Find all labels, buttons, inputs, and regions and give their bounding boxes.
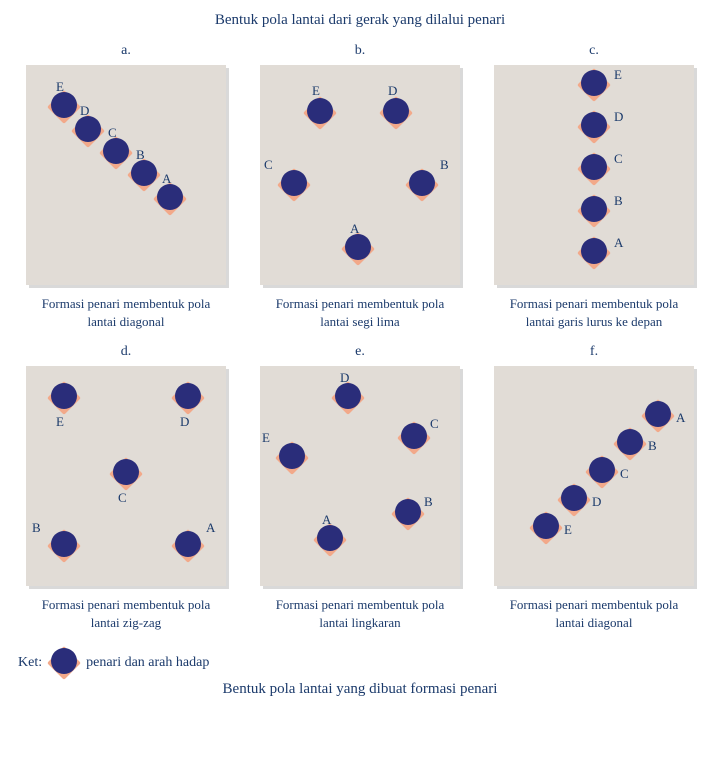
dancer-label: B bbox=[136, 147, 145, 163]
dancer-marker bbox=[644, 402, 672, 430]
dancer-label: B bbox=[424, 494, 433, 510]
formation-panel: E D C B A bbox=[494, 65, 694, 285]
panel-letter: a. bbox=[121, 43, 131, 59]
dancer-marker bbox=[532, 514, 560, 542]
dancer-label: A bbox=[676, 410, 685, 426]
dancer-label: C bbox=[118, 490, 127, 506]
dancer-marker bbox=[174, 532, 202, 560]
legend-dancer-icon bbox=[50, 649, 78, 677]
panel-caption: Formasi penari membentuk pola lantai zig… bbox=[26, 596, 226, 631]
footer-title: Bentuk pola lantai yang dibuat formasi p… bbox=[18, 681, 702, 698]
dancer-label: D bbox=[180, 414, 189, 430]
dancer-label: C bbox=[264, 157, 273, 173]
panel-letter: d. bbox=[121, 344, 132, 360]
dancer-label: C bbox=[108, 125, 117, 141]
panel-letter: e. bbox=[355, 344, 365, 360]
dancer-label: E bbox=[564, 522, 572, 538]
dancer-marker bbox=[560, 486, 588, 514]
dancer-marker bbox=[344, 235, 372, 263]
formation-panel: D C E B A bbox=[260, 366, 460, 586]
dancer-label: B bbox=[614, 193, 623, 209]
page-title: Bentuk pola lantai dari gerak yang dilal… bbox=[18, 12, 702, 29]
dancer-label: C bbox=[614, 151, 623, 167]
dancer-marker bbox=[278, 444, 306, 472]
panel-cell: e. D C E B A Formasi penari membentuk pola lan… bbox=[252, 344, 468, 631]
formation-panel: ED C B A bbox=[26, 65, 226, 285]
panel-caption: Formasi penari membentuk pola lantai dia… bbox=[494, 596, 694, 631]
dancer-label: E bbox=[614, 67, 622, 83]
dancer-marker bbox=[580, 113, 608, 141]
dancer-label: C bbox=[620, 466, 629, 482]
panel-letter: f. bbox=[590, 344, 598, 360]
dancer-marker bbox=[616, 430, 644, 458]
dancer-label: A bbox=[350, 221, 359, 237]
panel-letter: c. bbox=[589, 43, 599, 59]
legend-prefix: Ket: bbox=[18, 655, 42, 671]
dancer-marker bbox=[316, 526, 344, 554]
dancer-marker bbox=[394, 500, 422, 528]
dancer-marker bbox=[408, 171, 436, 199]
dancer-label: D bbox=[80, 103, 89, 119]
panel-grid: a.EDCBAFormasi penari membentuk pola lan… bbox=[18, 43, 702, 631]
formation-panel: A B C D E bbox=[494, 366, 694, 586]
dancer-marker bbox=[306, 99, 334, 127]
dancer-label: D bbox=[614, 109, 623, 125]
dancer-label: A bbox=[322, 512, 331, 528]
panel-caption: Formasi penari membentuk pola lantai dia… bbox=[26, 295, 226, 330]
dancer-label: D bbox=[340, 370, 349, 386]
dancer-label: E bbox=[56, 79, 64, 95]
dancer-label: D bbox=[592, 494, 601, 510]
dancer-marker bbox=[580, 239, 608, 267]
dancer-label: E bbox=[312, 83, 320, 99]
dancer-label: B bbox=[648, 438, 657, 454]
dancer-marker bbox=[588, 458, 616, 486]
legend: Ket: penari dan arah hadap Bentuk pola l… bbox=[18, 649, 702, 698]
dancer-marker bbox=[102, 139, 130, 167]
dancer-label: A bbox=[206, 520, 215, 536]
dancer-label: E bbox=[262, 430, 270, 446]
formation-panel: E D C B A bbox=[260, 65, 460, 285]
dancer-label: C bbox=[430, 416, 439, 432]
dancer-label: B bbox=[440, 157, 449, 173]
dancer-label: B bbox=[32, 520, 41, 536]
dancer-marker bbox=[400, 424, 428, 452]
dancer-label: A bbox=[614, 235, 623, 251]
panel-letter: b. bbox=[355, 43, 366, 59]
dancer-marker bbox=[382, 99, 410, 127]
panel-cell: b. E D C B A Formasi penari membentuk pola lan… bbox=[252, 43, 468, 330]
panel-caption: Formasi penari membentuk pola lantai lin… bbox=[260, 596, 460, 631]
panel-cell: c. E D C B A Formasi penari membentuk pola lan… bbox=[486, 43, 702, 330]
dancer-label: E bbox=[56, 414, 64, 430]
formation-panel: E D C B A bbox=[26, 366, 226, 586]
dancer-marker bbox=[50, 532, 78, 560]
dancer-marker bbox=[334, 384, 362, 412]
panel-cell: f. A B C D E Formasi penari membentuk pola lan… bbox=[486, 344, 702, 631]
dancer-marker bbox=[174, 384, 202, 412]
dancer-marker bbox=[580, 71, 608, 99]
legend-text: penari dan arah hadap bbox=[86, 655, 209, 671]
dancer-label: A bbox=[162, 171, 171, 187]
dancer-marker bbox=[50, 384, 78, 412]
dancer-marker bbox=[580, 197, 608, 225]
dancer-marker bbox=[156, 185, 184, 213]
dancer-marker bbox=[130, 161, 158, 189]
panel-cell: a. ED C B A Formasi penari membentuk pola lan… bbox=[18, 43, 234, 330]
dancer-marker bbox=[74, 117, 102, 145]
dancer-marker bbox=[580, 155, 608, 183]
panel-cell: d. E D C B A Formasi penari membentuk pola lan… bbox=[18, 344, 234, 631]
dancer-marker bbox=[112, 460, 140, 488]
panel-caption: Formasi penari membentuk pola lantai seg… bbox=[260, 295, 460, 330]
dancer-label: D bbox=[388, 83, 397, 99]
panel-caption: Formasi penari membentuk pola lantai gar… bbox=[494, 295, 694, 330]
dancer-marker bbox=[280, 171, 308, 199]
